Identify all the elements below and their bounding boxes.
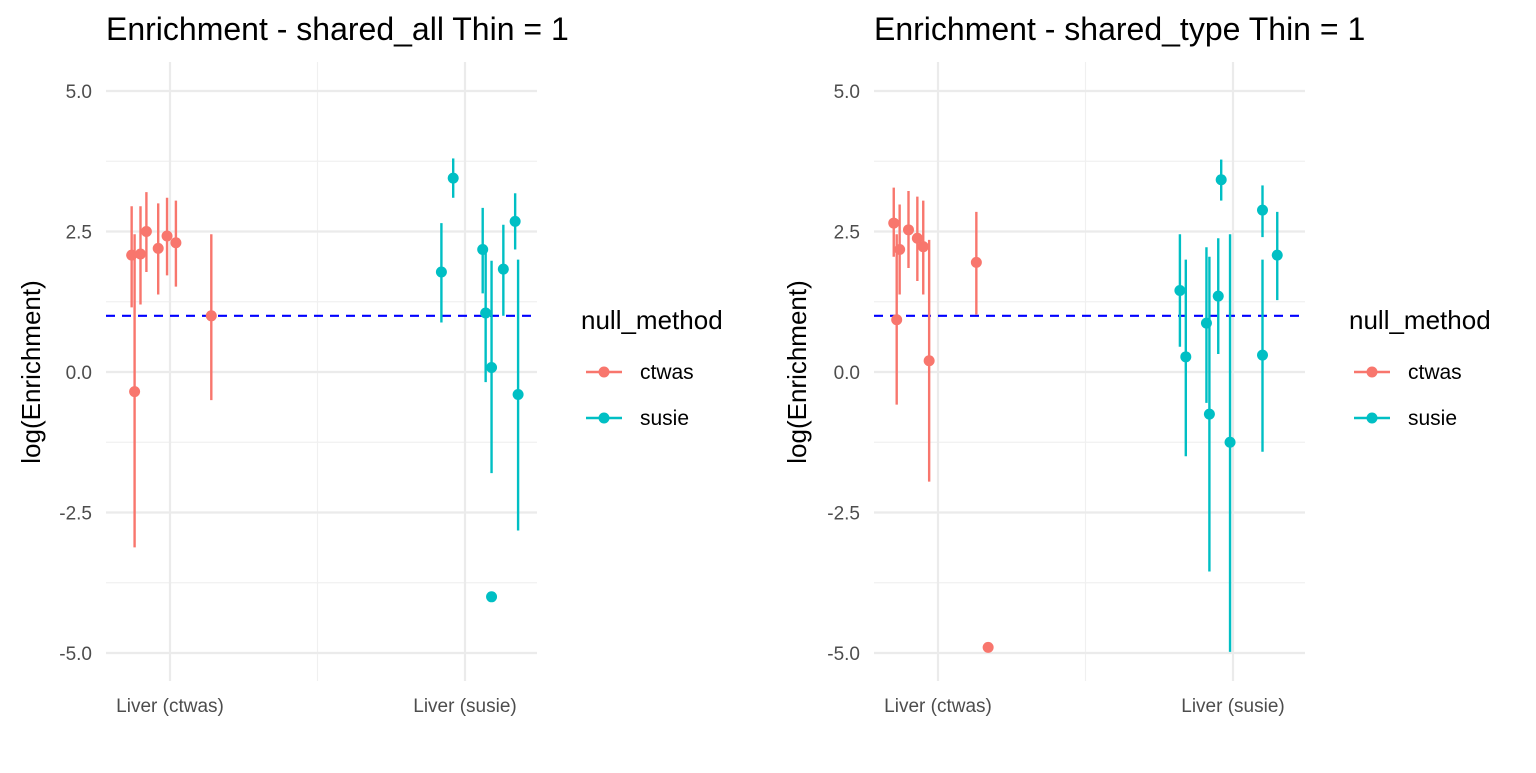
legend-key-ctwas-dot — [1366, 366, 1378, 378]
data-point-ctwas — [170, 237, 182, 249]
data-point-ctwas — [911, 232, 923, 244]
data-point-susie — [1215, 174, 1227, 186]
legend: null_method ctwas susie — [1349, 305, 1491, 430]
chart-right: Enrichment - shared_type Thin = 1 log(En… — [768, 0, 1536, 768]
y-tick-label: 2.5 — [834, 223, 860, 244]
x-tick-label: Liver (ctwas) — [116, 696, 224, 717]
chart-title: Enrichment - shared_all Thin = 1 — [106, 11, 569, 47]
data-marks — [126, 158, 524, 603]
data-point-ctwas — [894, 243, 906, 255]
chart-title: Enrichment - shared_type Thin = 1 — [874, 11, 1365, 47]
data-point-ctwas — [135, 248, 146, 260]
legend-entry-susie: susie — [1408, 407, 1457, 430]
data-point-ctwas — [982, 641, 994, 653]
y-tick-label: 0.0 — [834, 363, 860, 384]
data-point-susie — [480, 307, 492, 319]
y-tick-label: -2.5 — [59, 504, 92, 525]
data-point-ctwas — [891, 314, 903, 326]
data-point-ctwas — [140, 226, 152, 237]
legend-title: null_method — [1349, 305, 1491, 335]
data-point-ctwas — [970, 256, 982, 268]
y-ticks: 5.0 2.5 0.0 -2.5 -5.0 — [59, 82, 92, 665]
data-point-ctwas — [129, 386, 141, 398]
legend-key-susie-dot — [598, 412, 610, 424]
data-point-susie — [486, 362, 498, 374]
data-point-ctwas — [888, 217, 900, 229]
data-point-ctwas — [917, 241, 929, 253]
legend: null_method ctwas susie — [581, 305, 723, 430]
data-point-susie — [1224, 436, 1236, 448]
data-point-susie — [1203, 408, 1215, 420]
y-tick-label: -2.5 — [827, 504, 860, 525]
legend-key-ctwas-dot — [598, 366, 610, 378]
data-point-ctwas — [903, 224, 914, 236]
x-tick-label: Liver (susie) — [1181, 696, 1284, 717]
data-point-susie — [512, 388, 524, 400]
y-axis-label: log(Enrichment) — [16, 280, 46, 464]
x-tick-label: Liver (susie) — [413, 696, 516, 717]
y-axis-label: log(Enrichment) — [782, 280, 812, 464]
y-tick-label: 5.0 — [834, 82, 860, 103]
y-tick-label: -5.0 — [827, 644, 860, 665]
y-tick-label: 0.0 — [66, 363, 92, 384]
data-point-susie — [497, 263, 509, 275]
data-point-susie — [1271, 249, 1283, 261]
data-point-susie — [447, 172, 459, 184]
data-marks — [888, 159, 1283, 653]
data-point-susie — [486, 591, 498, 603]
data-point-susie — [1257, 204, 1268, 216]
grid — [106, 62, 537, 681]
data-point-ctwas — [161, 230, 173, 242]
data-point-susie — [1180, 351, 1192, 363]
data-point-ctwas — [205, 310, 217, 322]
x-tick-label: Liver (ctwas) — [884, 696, 992, 717]
data-point-ctwas — [923, 355, 935, 367]
legend-key-susie-dot — [1366, 412, 1378, 424]
data-point-susie — [1257, 349, 1268, 361]
legend-entry-ctwas: ctwas — [1408, 361, 1462, 384]
y-ticks: 5.0 2.5 0.0 -2.5 -5.0 — [827, 82, 860, 665]
y-tick-label: 2.5 — [66, 223, 92, 244]
data-point-ctwas — [152, 242, 164, 254]
chart-left-svg: Enrichment - shared_all Thin = 1 log(Enr… — [16, 11, 723, 717]
x-ticks: Liver (ctwas) Liver (susie) — [116, 696, 517, 717]
grid — [874, 62, 1305, 681]
legend-title: null_method — [581, 305, 723, 335]
data-point-susie — [1212, 290, 1224, 302]
legend-entry-ctwas: ctwas — [640, 361, 694, 384]
data-point-susie — [509, 215, 521, 227]
data-point-susie — [435, 266, 447, 278]
chart-left: Enrichment - shared_all Thin = 1 log(Enr… — [0, 0, 768, 768]
data-point-susie — [1174, 285, 1186, 297]
y-tick-label: 5.0 — [66, 82, 92, 103]
legend-entry-susie: susie — [640, 407, 689, 430]
y-tick-label: -5.0 — [59, 644, 92, 665]
x-ticks: Liver (ctwas) Liver (susie) — [884, 696, 1285, 717]
chart-right-svg: Enrichment - shared_type Thin = 1 log(En… — [782, 11, 1491, 717]
